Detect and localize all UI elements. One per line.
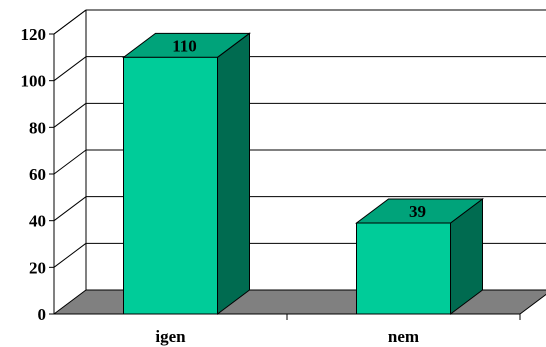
y-tick-label: 20 (29, 258, 46, 277)
y-tick-label: 120 (21, 25, 47, 44)
side-wall-gridline (53, 196, 87, 222)
side-wall-gridline (53, 102, 87, 128)
bar-side-igen (217, 32, 250, 315)
side-wall-gridline (53, 149, 87, 175)
x-category-label-nem: nem (388, 327, 419, 346)
side-wall-gridline (53, 56, 87, 82)
bar-igen (123, 56, 218, 315)
data-label-igen: 110 (172, 36, 197, 55)
data-label-nem: 39 (409, 202, 426, 221)
y-tick-label: 40 (29, 212, 46, 231)
x-category-label-igen: igen (155, 327, 186, 346)
side-wall-top-edge (53, 9, 87, 35)
chart-labels: 0 20 40 60 80 100 120 110 igen 39 nem (21, 25, 427, 346)
y-tick-label: 100 (21, 72, 47, 91)
bar-nem (356, 222, 451, 315)
y-tick-label: 80 (29, 118, 46, 137)
side-wall-gridline (53, 242, 87, 268)
y-tick-label: 60 (29, 165, 46, 184)
chart-bars (122, 32, 484, 315)
y-tick-label: 0 (38, 305, 47, 324)
